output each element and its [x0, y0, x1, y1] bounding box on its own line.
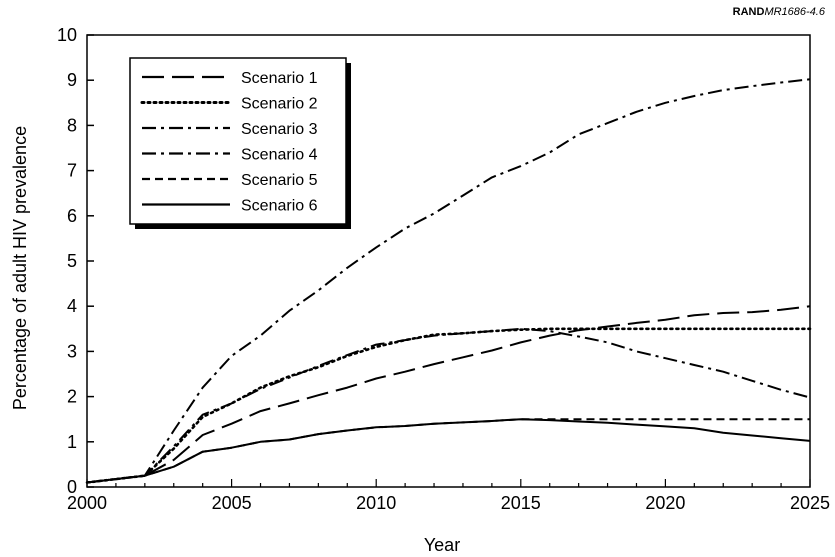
legend-label-scenario-6: Scenario 6 — [241, 198, 318, 215]
legend-label-scenario-5: Scenario 5 — [241, 172, 318, 189]
figure-reference: RANDMR1686-4.6 — [733, 6, 825, 18]
x-tick-label: 2010 — [356, 493, 396, 513]
x-tick-label: 2025 — [790, 493, 830, 513]
y-tick-label: 0 — [67, 477, 77, 497]
axes: 0 1 2 3 4 5 6 7 8 9 10 2000 2005 2010 2015 2020 2025 — [57, 25, 830, 513]
legend-label-scenario-2: Scenario 2 — [241, 96, 318, 113]
y-axis-label: Percentage of adult HIV prevalence — [10, 126, 30, 410]
x-tick-label: 2020 — [645, 493, 685, 513]
series-line-scenario-6 — [86, 418, 811, 484]
legend-label-scenario-3: Scenario 3 — [241, 121, 318, 138]
y-tick-label: 3 — [67, 341, 77, 361]
x-tick-label: 2015 — [501, 493, 541, 513]
x-axis-label: Year — [424, 535, 460, 555]
legend: Scenario 1 Scenario 2 Scenario 3 Scenario 4… — [129, 57, 351, 229]
legend-box — [129, 57, 347, 225]
y-tick-label: 8 — [67, 115, 77, 135]
series-line-scenario-3 — [86, 78, 811, 484]
y-tick-label: 10 — [57, 25, 77, 45]
x-tick-label: 2005 — [212, 493, 252, 513]
y-tick-label: 5 — [67, 251, 77, 271]
figure-ref-org: RAND — [732, 6, 765, 18]
y-tick-label: 2 — [67, 387, 77, 407]
y-tick-label: 9 — [67, 70, 77, 90]
y-tick-label: 7 — [67, 161, 77, 181]
series-line-scenario-2 — [85, 327, 812, 484]
x-tick-label: 2000 — [67, 493, 107, 513]
legend-label-scenario-1: Scenario 1 — [241, 70, 318, 87]
legend-label-scenario-4: Scenario 4 — [241, 147, 318, 164]
plot-area — [85, 78, 812, 484]
y-tick-label: 6 — [67, 206, 77, 226]
series-line-scenario-1 — [86, 305, 811, 484]
figure-ref-code: MR1686-4.6 — [764, 6, 825, 18]
series-line-scenario-4 — [86, 327, 811, 484]
y-tick-label: 1 — [67, 432, 77, 452]
y-tick-label: 4 — [67, 296, 77, 316]
